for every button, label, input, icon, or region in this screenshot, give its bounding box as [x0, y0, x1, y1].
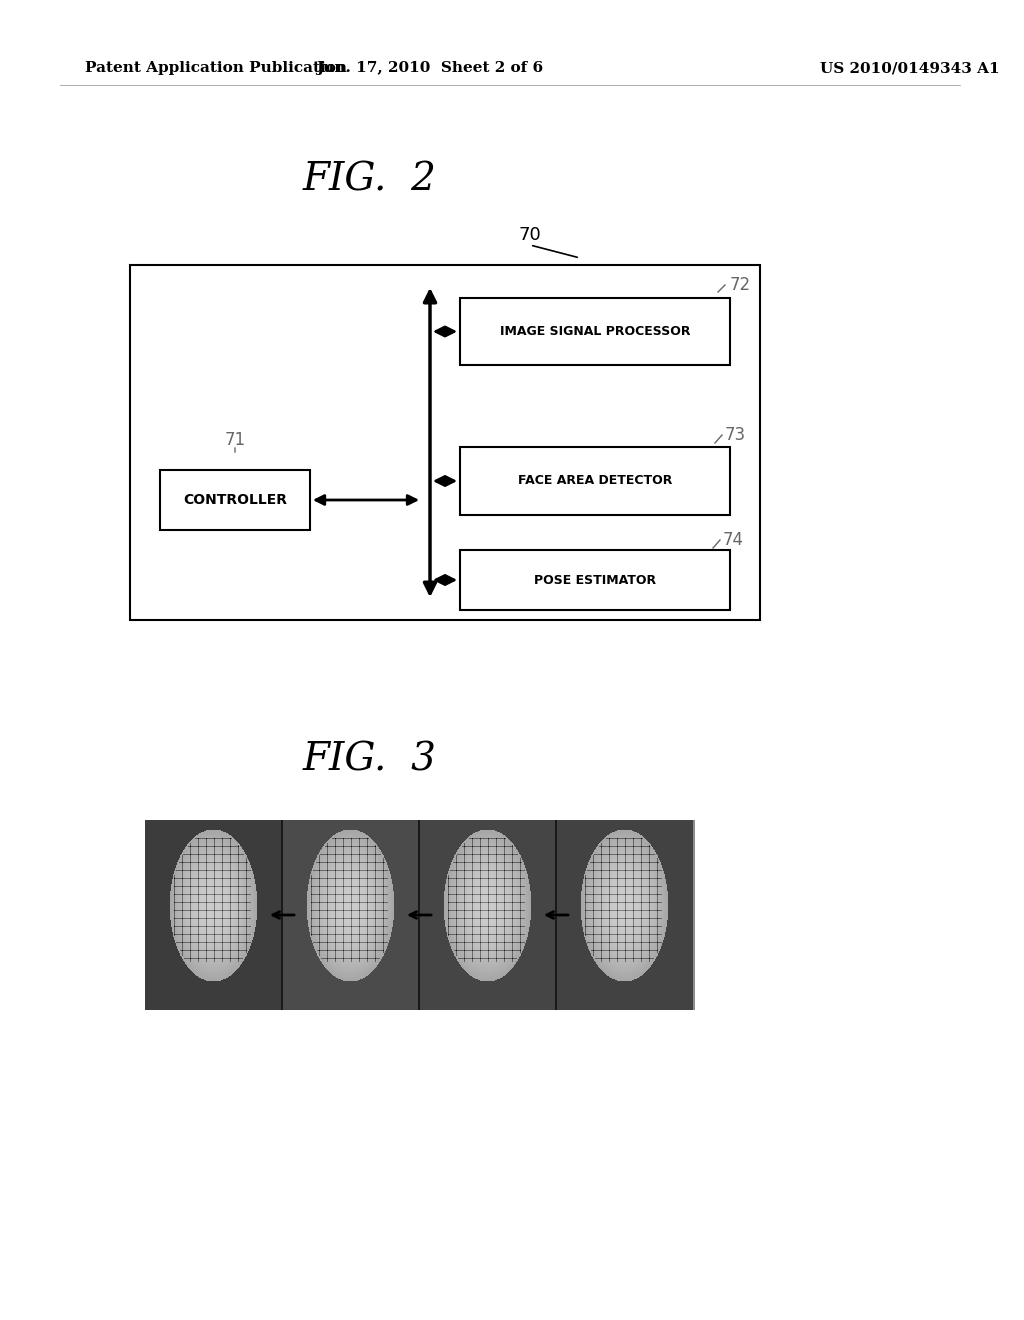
Bar	[460, 550, 730, 610]
Text: US 2010/0149343 A1: US 2010/0149343 A1	[820, 61, 999, 75]
Text: 71: 71	[224, 432, 246, 449]
Bar	[460, 298, 730, 366]
Bar	[460, 447, 730, 515]
Bar	[160, 470, 310, 531]
Text: IMAGE SIGNAL PROCESSOR: IMAGE SIGNAL PROCESSOR	[500, 325, 690, 338]
Bar	[130, 265, 760, 620]
Text: FACE AREA DETECTOR: FACE AREA DETECTOR	[518, 474, 672, 487]
Text: 74: 74	[723, 531, 744, 549]
Text: 73: 73	[725, 426, 746, 444]
Text: POSE ESTIMATOR: POSE ESTIMATOR	[534, 573, 656, 586]
Text: 72: 72	[730, 276, 752, 294]
Text: FIG.  2: FIG. 2	[303, 161, 437, 198]
Text: Patent Application Publication: Patent Application Publication	[85, 61, 347, 75]
Text: 70: 70	[518, 226, 542, 244]
Text: Jun. 17, 2010  Sheet 2 of 6: Jun. 17, 2010 Sheet 2 of 6	[316, 61, 544, 75]
Text: CONTROLLER: CONTROLLER	[183, 492, 287, 507]
Text: FIG.  3: FIG. 3	[303, 742, 437, 779]
